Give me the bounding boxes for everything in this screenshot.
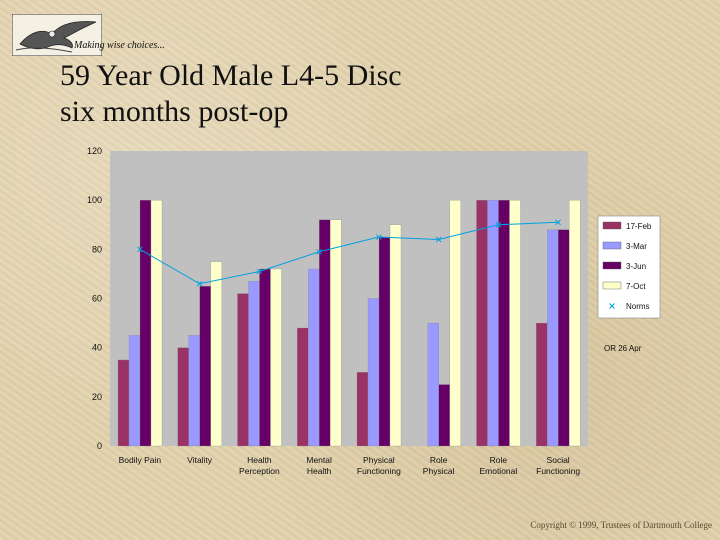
bar [498, 200, 510, 447]
legend-swatch [602, 281, 622, 290]
copyright-footer: Copyright © 1999, Trustees of Dartmouth … [530, 520, 712, 530]
norms-point [196, 280, 203, 287]
y-tick-label: 100 [87, 195, 102, 205]
bar [177, 347, 189, 447]
y-tick-label: 80 [92, 244, 102, 254]
bar [330, 219, 342, 447]
y-tick-label: 40 [92, 343, 102, 353]
legend-label: 17-Feb [626, 222, 652, 231]
slide-title: 59 Year Old Male L4-5 Disc six months po… [60, 58, 402, 130]
bar [210, 261, 222, 447]
bar [569, 200, 581, 447]
bar [427, 322, 439, 447]
bar [128, 335, 141, 447]
bar [438, 384, 450, 447]
bar [150, 200, 163, 447]
norms-point [137, 246, 143, 253]
tagline: Making wise choices... [74, 40, 165, 51]
legend-label: 3-Jun [626, 262, 646, 271]
x-tick-label: Social Functioning [536, 455, 580, 476]
x-tick-label: Health Perception [239, 455, 280, 476]
bar [558, 229, 570, 447]
eagle-logo-icon [12, 14, 102, 56]
bar [509, 200, 521, 447]
x-tick-label: Mental Health [306, 455, 332, 476]
norms-point [376, 234, 382, 240]
legend-swatch [602, 241, 622, 250]
bar [188, 335, 200, 447]
bar [248, 281, 260, 447]
bar [389, 224, 402, 447]
x-tick-label: Role Emotional [479, 455, 517, 476]
bar [356, 372, 369, 447]
norms-point [435, 236, 442, 243]
norms-point [256, 268, 263, 275]
bar [547, 229, 559, 447]
bar [308, 268, 320, 447]
legend-norms-marker [609, 303, 615, 309]
y-tick-label: 60 [92, 294, 102, 304]
legend-label: 7-Oct [626, 282, 646, 291]
title-line-2: six months post-op [60, 95, 289, 128]
bar [270, 268, 282, 447]
bar [117, 359, 130, 447]
bar [487, 200, 499, 447]
norms-point [316, 248, 322, 255]
x-tick-label: Bodily Pain [119, 455, 162, 465]
bar [536, 322, 548, 447]
y-tick-label: 0 [97, 441, 102, 451]
bar [367, 298, 380, 447]
norms-point [495, 221, 502, 228]
y-tick-label: 20 [92, 392, 102, 402]
bar [139, 200, 152, 447]
norms-point [555, 219, 561, 226]
y-tick-label: 120 [87, 146, 102, 156]
x-tick-label: Physical Functioning [357, 455, 401, 476]
title-line-1: 59 Year Old Male L4-5 Disc [60, 59, 402, 92]
legend-label: 3-Mar [626, 242, 647, 251]
legend-swatch [602, 261, 622, 270]
legend-label: Norms [626, 302, 650, 311]
x-tick-label: Vitality [187, 455, 213, 465]
bar [237, 293, 249, 447]
bar [297, 327, 309, 447]
bar [199, 286, 211, 447]
norms-line [139, 221, 559, 285]
surgery-date-annotation: OR 26 Apr [604, 344, 642, 353]
bar [378, 236, 391, 447]
x-tick-label: Role Physical [423, 455, 455, 476]
bar [476, 200, 488, 447]
legend-swatch [602, 221, 622, 230]
bar [259, 268, 271, 447]
bar [449, 200, 461, 447]
